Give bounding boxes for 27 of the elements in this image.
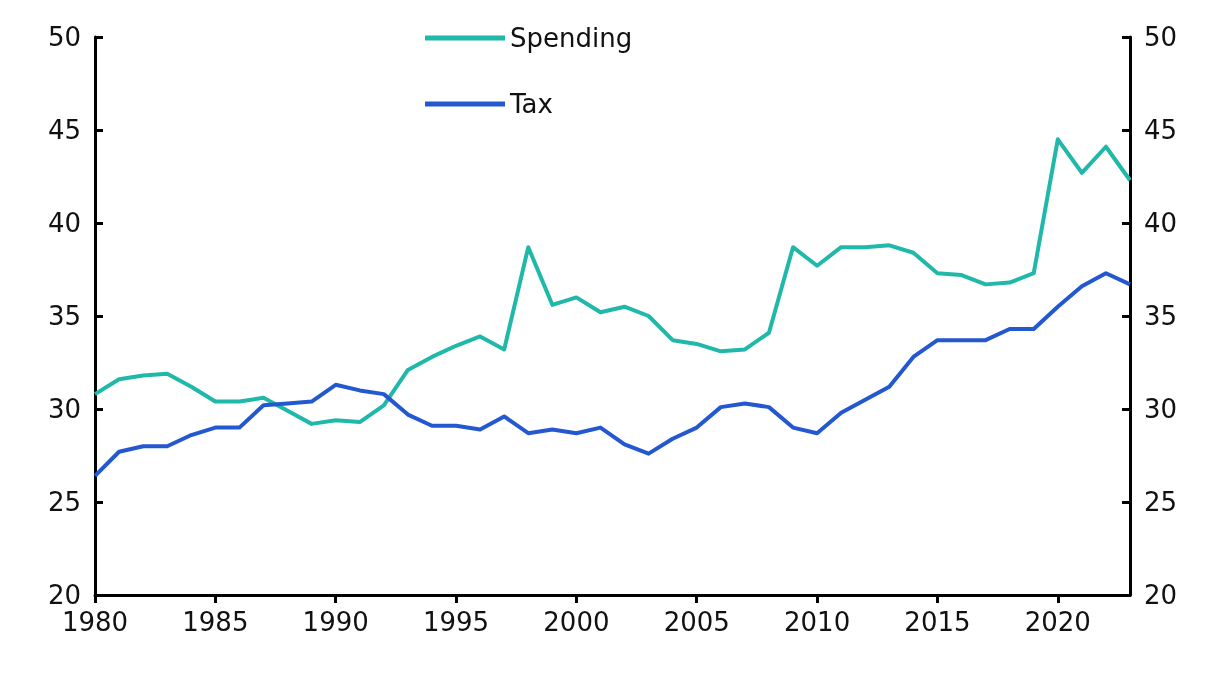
x-tick-label: 1990 — [302, 607, 369, 637]
y-tick-label: 35 — [47, 301, 81, 331]
line-series — [93, 271, 1132, 478]
y2-tick-label: 30 — [1144, 394, 1178, 424]
legend-label: Tax — [509, 89, 553, 119]
x-tick-label: 2000 — [543, 607, 610, 637]
y-tick-label: 25 — [47, 487, 81, 517]
line-series — [93, 137, 1132, 426]
y2-tick-label: 40 — [1144, 208, 1178, 238]
x-tick-label: 1980 — [61, 607, 129, 637]
y2-tick-label: 25 — [1144, 487, 1178, 517]
x-tick-label: 2015 — [904, 607, 971, 637]
y2-tick-label: 35 — [1144, 301, 1178, 331]
y2-tick-label: 45 — [1144, 115, 1178, 145]
y2-tick-label: 20 — [1144, 580, 1178, 610]
y-tick-label: 20 — [47, 580, 81, 610]
x-tick-label: 1995 — [422, 607, 490, 637]
y-tick-label: 40 — [47, 208, 81, 238]
y-tick-label: 50 — [47, 22, 81, 52]
legend-label: Spending — [510, 23, 633, 53]
x-tick-label: 2020 — [1024, 607, 1091, 637]
y-tick-label: 45 — [47, 115, 81, 145]
x-tick-label: 2005 — [663, 607, 730, 637]
x-tick-label: 1985 — [182, 607, 249, 637]
x-tick-label: 2010 — [784, 607, 851, 637]
y2-tick-label: 50 — [1144, 22, 1178, 52]
y-tick-label: 30 — [47, 394, 81, 424]
